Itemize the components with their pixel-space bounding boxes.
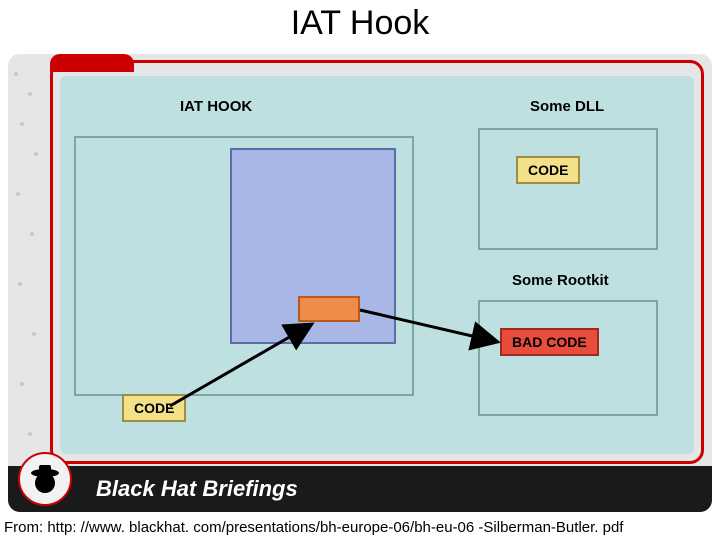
process-code-box: CODE xyxy=(122,394,186,422)
blackhat-logo-icon xyxy=(18,452,72,506)
dll-box xyxy=(478,128,658,250)
rootkit-box xyxy=(478,300,658,416)
dll-code-box: CODE xyxy=(516,156,580,184)
footer-text: Black Hat Briefings xyxy=(96,476,298,502)
label-some-rootkit: Some Rootkit xyxy=(512,272,609,289)
bad-code-box: BAD CODE xyxy=(500,328,599,356)
left-decoration-strip xyxy=(8,54,48,512)
label-iat-hook: IAT HOOK xyxy=(180,98,252,115)
slide-frame: IAT HOOK Some DLL Some Rootkit CODE CODE… xyxy=(8,54,712,512)
citation-text: From: http: //www. blackhat. com/present… xyxy=(4,519,623,536)
footer-bar: Black Hat Briefings xyxy=(8,466,712,512)
label-some-dll: Some DLL xyxy=(530,98,604,115)
hook-entry-box xyxy=(298,296,360,322)
diagram-area: IAT HOOK Some DLL Some Rootkit CODE CODE… xyxy=(60,76,694,454)
slide-title: IAT Hook xyxy=(0,4,720,43)
